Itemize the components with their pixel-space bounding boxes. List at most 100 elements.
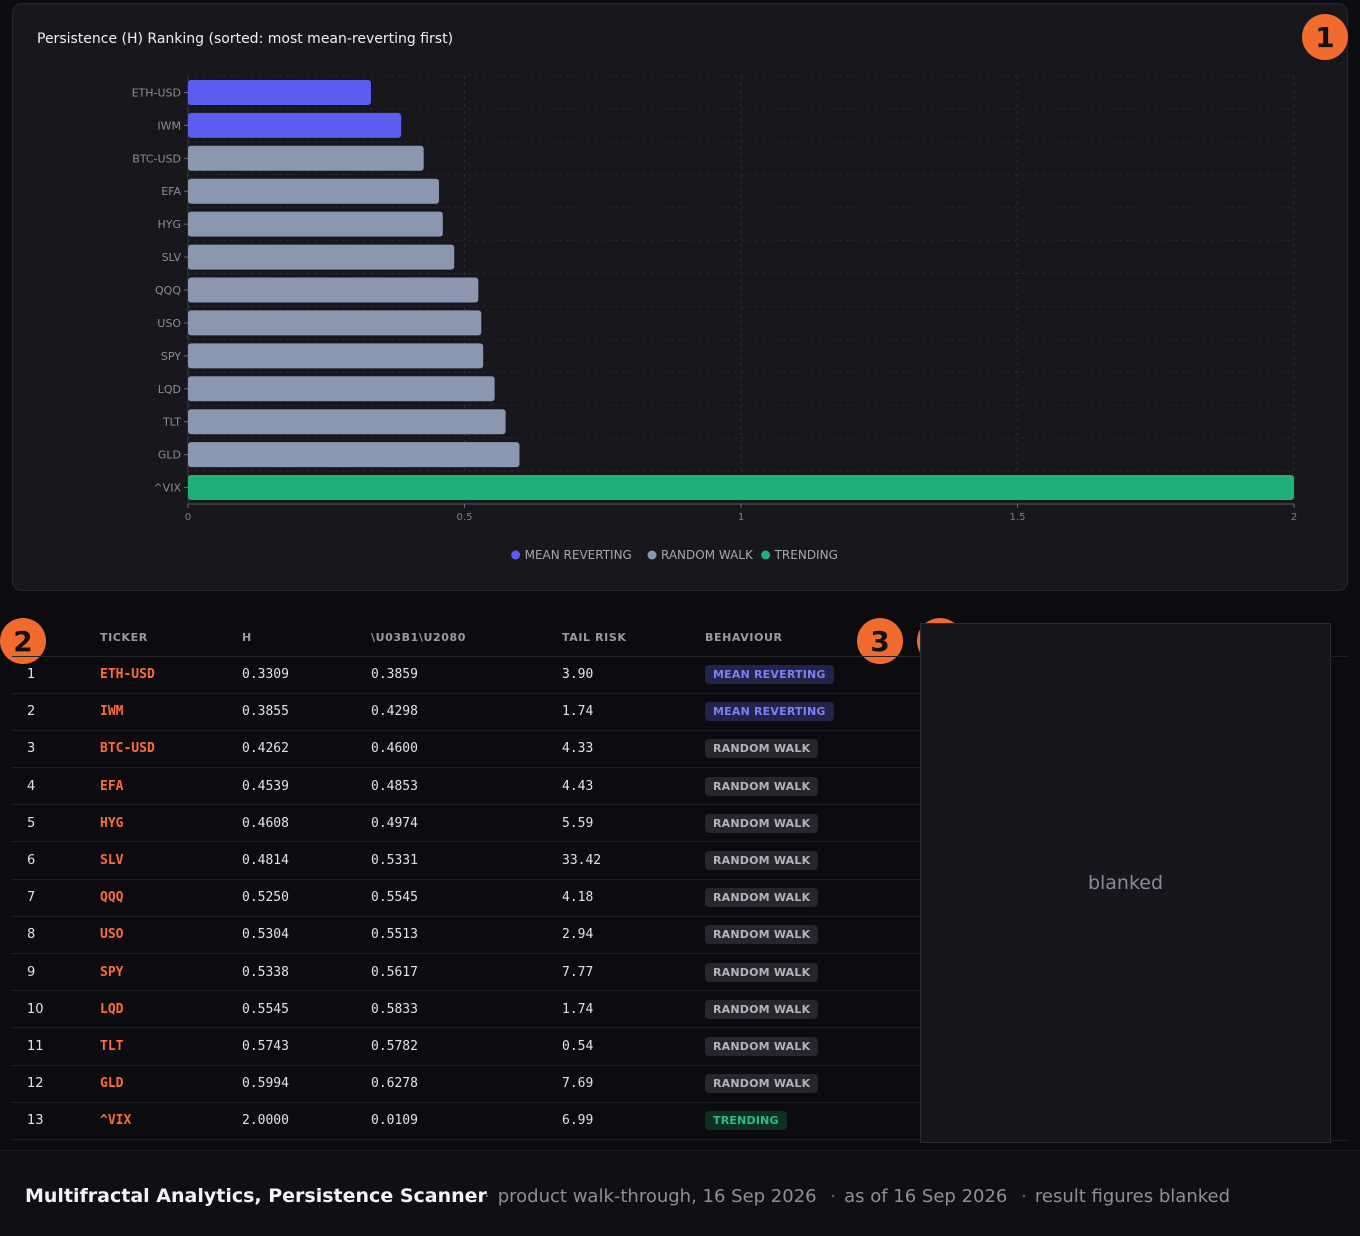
behaviour-badge: RANDOM WALK <box>705 813 819 833</box>
rank-cell: 7 <box>12 879 100 917</box>
rank-cell: 11 <box>12 1027 100 1066</box>
table-row[interactable]: 2 IWM 0.3855 0.4298 1.74 MEAN REVERTING <box>12 693 920 731</box>
legend-label: RANDOM WALK <box>661 548 754 562</box>
ranking-table-wrap: TICKER H \U03B1\U2080 TAIL RISK BEHAVIOU… <box>12 620 920 1140</box>
bar-slv <box>188 244 455 270</box>
h-cell: 0.5338 <box>242 953 371 992</box>
h-cell: 0.4814 <box>242 841 371 880</box>
bar-hyg <box>188 211 443 237</box>
alpha0-cell: 0.5331 <box>371 841 562 880</box>
ticker-cell: IWM <box>100 693 242 731</box>
tail-risk-cell: 5.59 <box>562 804 705 843</box>
ticker-cell: GLD <box>100 1065 242 1103</box>
alpha0-cell: 0.3859 <box>371 656 562 694</box>
behaviour-cell: RANDOM WALK <box>705 916 920 955</box>
blanked-panel: blanked <box>920 623 1331 1143</box>
tail-risk-cell: 0.54 <box>562 1027 705 1066</box>
y-tick-label: ETH-USD <box>132 86 181 99</box>
x-tick-label: 0.5 <box>457 512 473 523</box>
table-row[interactable]: 3 BTC-USD 0.4262 0.4600 4.33 RANDOM WALK <box>12 730 920 769</box>
behaviour-cell: TRENDING <box>705 1102 920 1140</box>
header-ticker[interactable]: TICKER <box>100 620 242 657</box>
legend-label: TRENDING <box>774 548 838 562</box>
behaviour-cell: RANDOM WALK <box>705 767 920 806</box>
alpha0-cell: 0.4600 <box>371 730 562 769</box>
y-tick-label: GLD <box>158 449 181 462</box>
behaviour-cell: RANDOM WALK <box>705 953 920 992</box>
header-alpha0[interactable]: \U03B1\U2080 <box>371 620 562 657</box>
tail-risk-cell: 4.43 <box>562 767 705 806</box>
table-row[interactable]: 10 LQD 0.5545 0.5833 1.74 RANDOM WALK <box>12 990 920 1029</box>
table-row[interactable]: 4 EFA 0.4539 0.4853 4.43 RANDOM WALK <box>12 767 920 806</box>
behaviour-badge: RANDOM WALK <box>705 851 819 871</box>
alpha0-cell: 0.4298 <box>371 693 562 731</box>
behaviour-badge: RANDOM WALK <box>705 776 819 796</box>
header-h[interactable]: H <box>242 620 371 657</box>
tail-risk-cell: 33.42 <box>562 841 705 880</box>
table-row[interactable]: 6 SLV 0.4814 0.5331 33.42 RANDOM WALK <box>12 841 920 880</box>
footer-meta-asof: as of 16 Sep 2026 <box>844 1186 1008 1207</box>
footer-title: Multifractal Analytics, Persistence Scan… <box>25 1185 487 1207</box>
table-row[interactable]: 5 HYG 0.4608 0.4974 5.59 RANDOM WALK <box>12 804 920 843</box>
behaviour-badge: RANDOM WALK <box>705 962 819 982</box>
alpha0-cell: 0.5513 <box>371 916 562 955</box>
behaviour-badge: RANDOM WALK <box>705 739 819 759</box>
y-tick-label: LQD <box>158 383 181 396</box>
footer-separator: · <box>1021 1186 1027 1207</box>
h-cell: 0.5304 <box>242 916 371 955</box>
x-tick-label: 1 <box>738 512 744 523</box>
ticker-cell: TLT <box>100 1027 242 1066</box>
table-row[interactable]: 12 GLD 0.5994 0.6278 7.69 RANDOM WALK <box>12 1065 920 1103</box>
table-row[interactable]: 1 ETH-USD 0.3309 0.3859 3.90 MEAN REVERTING <box>12 656 920 694</box>
legend-label: MEAN REVERTING <box>525 548 632 562</box>
table-row[interactable]: 8 USO 0.5304 0.5513 2.94 RANDOM WALK <box>12 916 920 955</box>
behaviour-badge: MEAN REVERTING <box>705 702 834 722</box>
y-tick-label: TLT <box>162 416 181 429</box>
behaviour-cell: RANDOM WALK <box>705 804 920 843</box>
behaviour-badge: MEAN REVERTING <box>705 665 834 685</box>
ticker-cell: LQD <box>100 990 242 1029</box>
legend-marker <box>647 550 657 560</box>
bar-efa <box>188 178 440 204</box>
h-cell: 0.3855 <box>242 693 371 731</box>
table-row[interactable]: 7 QQQ 0.5250 0.5545 4.18 RANDOM WALK <box>12 879 920 917</box>
table-header-row: TICKER H \U03B1\U2080 TAIL RISK BEHAVIOU… <box>12 620 920 657</box>
rank-cell: 12 <box>12 1065 100 1103</box>
rank-cell: 2 <box>12 693 100 731</box>
ticker-cell: BTC-USD <box>100 730 242 769</box>
ticker-cell: QQQ <box>100 879 242 917</box>
legend-marker <box>761 550 771 560</box>
rank-cell: 9 <box>12 953 100 992</box>
x-tick-label: 0 <box>185 512 191 523</box>
y-tick-label: HYG <box>157 218 181 231</box>
rank-cell: 4 <box>12 767 100 806</box>
alpha0-cell: 0.5782 <box>371 1027 562 1066</box>
bar-uso <box>188 310 482 336</box>
bar-qqq <box>188 277 479 303</box>
behaviour-badge: RANDOM WALK <box>705 888 819 908</box>
behaviour-badge: RANDOM WALK <box>705 1074 819 1094</box>
alpha0-cell: 0.4853 <box>371 767 562 806</box>
footer-meta-blanked: result figures blanked <box>1034 1186 1231 1207</box>
behaviour-badge: TRENDING <box>705 1111 787 1131</box>
rank-cell: 1 <box>12 656 100 694</box>
header-behaviour[interactable]: BEHAVIOUR <box>705 620 920 657</box>
blanked-placeholder: blanked <box>1087 872 1164 894</box>
h-cell: 0.4608 <box>242 804 371 843</box>
header-tail-risk[interactable]: TAIL RISK <box>562 620 705 657</box>
ticker-cell: HYG <box>100 804 242 843</box>
table-row[interactable]: 13 ^VIX 2.0000 0.0109 6.99 TRENDING <box>12 1102 920 1140</box>
ticker-cell: USO <box>100 916 242 955</box>
h-cell: 0.4539 <box>242 767 371 806</box>
tail-risk-cell: 7.77 <box>562 953 705 992</box>
bar-ethusd <box>188 79 371 105</box>
rank-cell: 5 <box>12 804 100 843</box>
rank-cell: 10 <box>12 990 100 1029</box>
h-cell: 0.5250 <box>242 879 371 917</box>
table-row[interactable]: 11 TLT 0.5743 0.5782 0.54 RANDOM WALK <box>12 1027 920 1066</box>
table-row[interactable]: 9 SPY 0.5338 0.5617 7.77 RANDOM WALK <box>12 953 920 992</box>
tail-risk-cell: 1.74 <box>562 990 705 1029</box>
behaviour-cell: MEAN REVERTING <box>705 656 920 694</box>
alpha0-cell: 0.0109 <box>371 1102 562 1140</box>
y-tick-label: ^VIX <box>153 482 181 495</box>
